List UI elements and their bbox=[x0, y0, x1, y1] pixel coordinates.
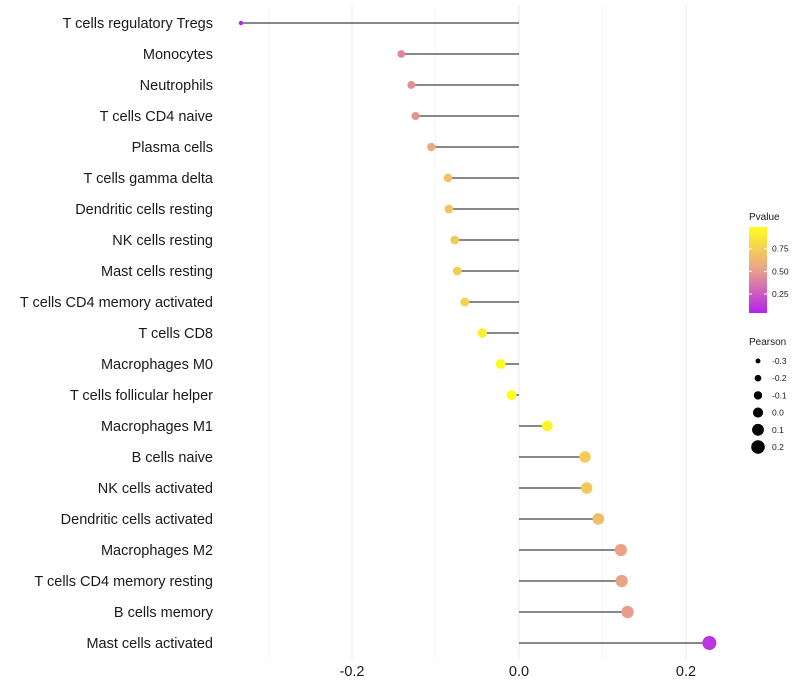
lollipop-dot bbox=[460, 297, 470, 307]
category-label: Mast cells resting bbox=[101, 264, 213, 280]
lollipop-dot bbox=[621, 605, 634, 619]
category-label: Mast cells activated bbox=[86, 636, 213, 652]
lollipop-dot bbox=[238, 20, 244, 26]
lollipop-dot bbox=[579, 451, 591, 463]
category-label: Plasma cells bbox=[132, 140, 213, 156]
lollipop-dots bbox=[238, 20, 717, 651]
lollipop-dot bbox=[495, 359, 506, 369]
lollipop-dot bbox=[702, 635, 717, 651]
category-label: NK cells resting bbox=[112, 233, 213, 249]
category-label: B cells naive bbox=[132, 450, 213, 466]
pvalue-legend-title: Pvalue bbox=[749, 212, 780, 223]
pearson-legend-label: 0.2 bbox=[772, 442, 784, 452]
lollipop-dot bbox=[407, 81, 416, 89]
pearson-legend-label: -0.3 bbox=[772, 356, 787, 366]
pearson-legend-label: 0.1 bbox=[772, 425, 784, 435]
lollipop-dot bbox=[397, 50, 406, 58]
pearson-legend-dot bbox=[755, 358, 761, 364]
pvalue-legend-tick-label: 0.75 bbox=[772, 244, 789, 254]
grid-lines bbox=[268, 5, 687, 660]
category-label: Macrophages M0 bbox=[101, 357, 213, 373]
lollipop-dot bbox=[444, 204, 454, 214]
lollipop-dot bbox=[580, 482, 593, 494]
pearson-size-legend: Pearson -0.3 -0.2 -0.1 0.0 0.1 0.2 bbox=[749, 337, 787, 454]
x-tick-label: 0.2 bbox=[676, 664, 696, 680]
category-label: T cells gamma delta bbox=[84, 171, 214, 187]
pearson-legend-dot bbox=[754, 374, 762, 382]
category-label: Neutrophils bbox=[140, 78, 213, 94]
category-label: T cells CD4 memory resting bbox=[34, 574, 213, 590]
pearson-legend-label: -0.2 bbox=[772, 373, 787, 383]
category-label: T cells CD4 memory activated bbox=[20, 295, 213, 311]
category-labels: T cells regulatory Tregs Monocytes Neutrop… bbox=[20, 16, 214, 652]
lollipop-dot bbox=[450, 235, 460, 245]
lollipop-dot bbox=[542, 420, 553, 432]
pvalue-color-legend: Pvalue 0.75 0.50 0.25 bbox=[749, 212, 789, 313]
lollipop-dot bbox=[477, 328, 487, 338]
category-label: NK cells activated bbox=[98, 481, 213, 497]
pearson-legend-dot bbox=[751, 440, 765, 454]
pearson-legend-items: -0.3 -0.2 -0.1 0.0 0.1 0.2 bbox=[751, 356, 787, 454]
pearson-legend-dot bbox=[752, 423, 764, 436]
category-label: Macrophages M2 bbox=[101, 543, 213, 559]
category-label: Macrophages M1 bbox=[101, 419, 213, 435]
category-label: T cells follicular helper bbox=[70, 388, 213, 404]
pvalue-colorbar bbox=[749, 227, 767, 313]
lollipop-dot bbox=[506, 390, 517, 400]
category-label: Monocytes bbox=[143, 47, 213, 63]
pearson-legend-dot bbox=[752, 407, 764, 418]
pearson-legend-label: -0.1 bbox=[772, 390, 787, 400]
lollipop-dot bbox=[614, 543, 627, 557]
lollipop-dot bbox=[452, 266, 462, 276]
pearson-legend-dot bbox=[753, 391, 763, 400]
lollipop-dot bbox=[592, 513, 605, 525]
x-tick-label: -0.2 bbox=[340, 664, 365, 680]
x-tick-label: 0.0 bbox=[509, 664, 529, 680]
lollipop-dot bbox=[443, 173, 453, 183]
pearson-legend-label: 0.0 bbox=[772, 408, 784, 418]
category-label: T cells CD4 naive bbox=[100, 109, 213, 125]
category-label: Dendritic cells resting bbox=[75, 202, 213, 218]
pvalue-legend-tick-label: 0.50 bbox=[772, 266, 789, 276]
lollipop-dot bbox=[615, 574, 628, 588]
x-axis-tick-labels: -0.2 0.0 0.2 bbox=[340, 664, 697, 680]
pvalue-legend-tick-label: 0.25 bbox=[772, 289, 789, 299]
lollipop-dot bbox=[411, 112, 420, 120]
pearson-legend-title: Pearson bbox=[749, 337, 786, 348]
lollipop-dot bbox=[427, 142, 436, 152]
lollipop-stems bbox=[240, 22, 710, 644]
category-label: T cells CD8 bbox=[138, 326, 213, 342]
category-label: B cells memory bbox=[114, 605, 214, 621]
pvalue-legend-ticks: 0.75 0.50 0.25 bbox=[749, 244, 789, 299]
category-label: T cells regulatory Tregs bbox=[63, 16, 213, 32]
category-label: Dendritic cells activated bbox=[61, 512, 213, 528]
